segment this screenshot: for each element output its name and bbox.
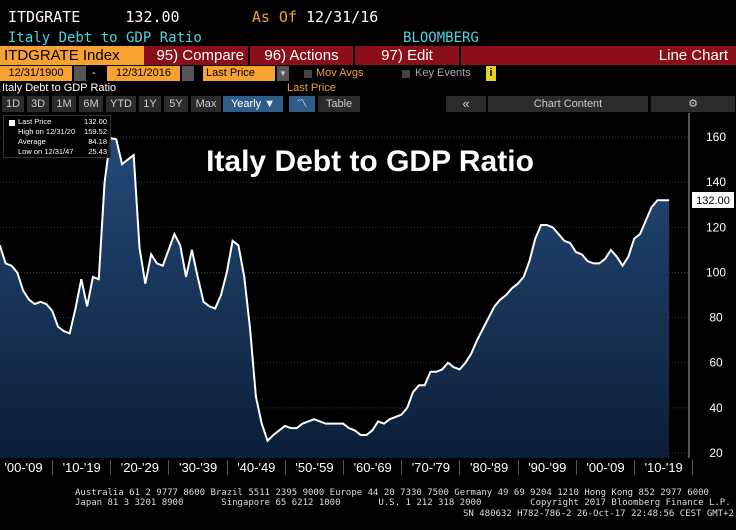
y-tick-label: 160 xyxy=(706,130,726,144)
dropdown-icon[interactable]: ▼ xyxy=(277,66,289,81)
period-1y[interactable]: 1Y xyxy=(139,96,161,112)
period-3d[interactable]: 3D xyxy=(27,96,49,112)
footer-line-3: SN 480632 H782-786-2 26-Oct-17 22:48:56 … xyxy=(463,509,736,519)
x-tick-label: '10-'19 xyxy=(53,460,112,475)
area-fill xyxy=(0,138,670,458)
key-events-label: Key Events xyxy=(415,67,471,79)
frequency-select[interactable]: Yearly ▼ xyxy=(223,96,283,112)
ticker: ITDGRATE xyxy=(8,8,81,26)
as-of-date: 12/31/16 xyxy=(306,8,379,26)
footer-line-2: Japan 81 3 3201 8900 Singapore 65 6212 1… xyxy=(75,498,731,508)
period-1m[interactable]: 1M xyxy=(52,96,76,112)
legend-row: Last Price 132.00 xyxy=(18,117,107,127)
x-tick-label: '70-'79 xyxy=(402,460,461,475)
header-line: ITDGRATE 132.00 As Of 12/31/16 xyxy=(8,8,378,26)
date-separator: - xyxy=(92,67,96,79)
period-max[interactable]: Max xyxy=(191,96,221,112)
legend-label: Last Price xyxy=(18,117,52,126)
x-tick-label: '10-'19 xyxy=(635,460,694,475)
legend-value: 84.18 xyxy=(88,137,107,146)
calendar-icon[interactable] xyxy=(182,66,194,81)
start-date-input[interactable]: 12/31/1900 xyxy=(0,66,72,81)
last-value-label: 132.00 xyxy=(696,195,730,207)
y-tick-label: 60 xyxy=(709,356,723,370)
actions-button[interactable]: 96) Actions xyxy=(250,46,353,65)
y-tick-label: 80 xyxy=(709,311,723,325)
compare-button[interactable]: 95) Compare xyxy=(144,46,248,65)
y-tick-label: 120 xyxy=(706,220,726,234)
source-label: BLOOMBERG xyxy=(403,30,479,46)
x-tick-label: '50-'59 xyxy=(286,460,344,475)
chart-content-button[interactable]: Chart Content xyxy=(488,96,648,112)
series-label: Last Price xyxy=(287,82,336,94)
security-name: Italy Debt to GDP Ratio xyxy=(8,30,202,46)
security-input[interactable]: ITDGRATE Index xyxy=(0,46,144,65)
chart-subtitle: Italy Debt to GDP Ratio xyxy=(2,82,117,94)
edit-button[interactable]: 97) Edit xyxy=(355,46,459,65)
settings-gear-icon[interactable]: ⚙ xyxy=(651,96,735,112)
legend-row: Low on 12/31/47 25.43 xyxy=(18,147,107,157)
mov-avgs-label: Mov Avgs xyxy=(316,67,364,79)
footer-line-1: Australia 61 2 9777 8600 Brazil 5511 239… xyxy=(75,488,709,498)
y-tick-label: 20 xyxy=(709,446,723,460)
field-select[interactable]: Last Price xyxy=(203,66,275,81)
table-button[interactable]: Table xyxy=(318,96,360,112)
last-value: 132.00 xyxy=(125,8,180,26)
line-chart: 20 40 60 80 100 120 140 160 Italy Debt to GDP R… xyxy=(0,113,734,460)
chart-type-button[interactable]: Line Chart xyxy=(461,46,736,65)
y-tick-label: 40 xyxy=(709,401,723,415)
legend: Last Price 132.00 High on 12/31/20 159.52 Av… xyxy=(3,115,111,158)
x-tick-label: '00-'09 xyxy=(0,460,53,475)
menu-bar: ITDGRATE Index 95) Compare 96) Actions 9… xyxy=(0,46,736,65)
info-icon[interactable]: i xyxy=(486,66,496,81)
legend-value: 132.00 xyxy=(84,117,107,126)
period-1d[interactable]: 1D xyxy=(2,96,24,112)
period-6m[interactable]: 6M xyxy=(79,96,103,112)
x-tick-label: '80-'89 xyxy=(461,460,519,475)
chart-title: Italy Debt to GDP Ratio xyxy=(206,145,534,178)
legend-row: Average 84.18 xyxy=(18,137,107,147)
last-value-box xyxy=(692,192,734,208)
y-tick-label: 140 xyxy=(706,175,726,189)
end-date-input[interactable]: 12/31/2016 xyxy=(107,66,180,81)
x-tick-label: '20-'29 xyxy=(111,460,170,475)
y-tick-label: 100 xyxy=(706,265,726,279)
key-events-checkbox[interactable] xyxy=(402,70,410,78)
x-tick-label: '60-'69 xyxy=(344,460,403,475)
x-axis: '00-'09'10-'19'20-'29'30-'39'40-'49'50-'… xyxy=(0,460,694,480)
calendar-icon[interactable] xyxy=(74,66,86,81)
legend-row: High on 12/31/20 159.52 xyxy=(18,127,107,137)
series-line xyxy=(0,136,670,443)
as-of-label: As Of xyxy=(251,8,297,26)
mov-avgs-checkbox[interactable] xyxy=(304,70,312,78)
line-chart-icon[interactable]: 〽 xyxy=(289,96,315,112)
collapse-button[interactable]: « xyxy=(446,96,486,112)
chart-toolbar: 1D 3D 1M 6M YTD 1Y 5Y Max Yearly ▼ 〽 Tab… xyxy=(0,96,736,113)
x-tick-label: '30-'39 xyxy=(170,460,228,475)
x-tick-label: '90-'99 xyxy=(519,460,577,475)
legend-value: 25.43 xyxy=(88,147,107,156)
legend-swatch xyxy=(9,120,15,126)
period-5y[interactable]: 5Y xyxy=(164,96,188,112)
period-ytd[interactable]: YTD xyxy=(106,96,136,112)
legend-label: High on 12/31/20 xyxy=(18,127,76,136)
legend-label: Average xyxy=(18,137,46,146)
x-tick-label: '00-'09 xyxy=(577,460,635,475)
x-tick-label: '40-'49 xyxy=(228,460,286,475)
legend-label: Low on 12/31/47 xyxy=(18,147,74,156)
legend-value: 159.52 xyxy=(84,127,107,136)
controls-row: 12/31/1900 - 12/31/2016 Last Price ▼ Mov… xyxy=(0,66,736,82)
